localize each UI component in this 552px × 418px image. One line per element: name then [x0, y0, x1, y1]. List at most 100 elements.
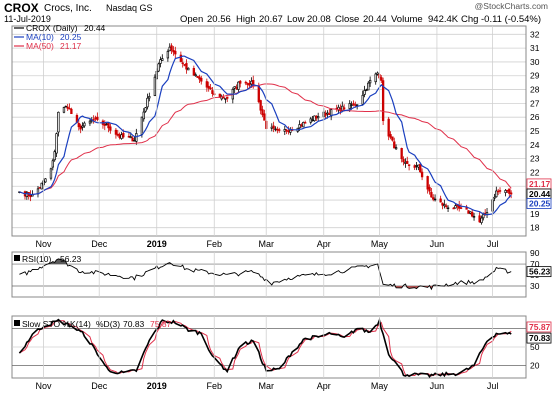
candle-body: [51, 160, 54, 168]
candle-body: [198, 76, 201, 80]
candle-body: [352, 103, 355, 105]
candle-body: [109, 126, 112, 131]
sto-legend-d-label: %D(3): [96, 319, 120, 329]
candle-body: [192, 67, 196, 76]
candle-body: [244, 81, 247, 84]
candle-body: [131, 137, 134, 142]
candle-body: [96, 116, 99, 120]
candle-body: [257, 85, 260, 103]
open-value: 20.56: [207, 14, 231, 25]
candle-body: [133, 140, 136, 142]
candle-body: [246, 83, 249, 85]
x-tick-label: Jul: [487, 381, 499, 391]
candle-body: [174, 50, 177, 55]
sto-k-line: [18, 317, 512, 379]
rsi-legend-swatch: [14, 255, 20, 261]
candle-body: [317, 116, 320, 119]
candle-body: [426, 176, 429, 190]
price-tick-label: 18: [530, 223, 540, 233]
candle-body: [381, 80, 385, 122]
x-tick-label: May: [371, 381, 389, 391]
candle-body: [81, 125, 84, 128]
candle-body: [120, 134, 123, 139]
candle-body: [263, 113, 266, 121]
rsi-line: [19, 258, 512, 291]
candle-body: [146, 97, 149, 108]
candle-body: [250, 80, 253, 85]
candle-body: [406, 161, 409, 164]
candle-body: [172, 49, 175, 53]
chg-label: Chg: [461, 14, 478, 25]
quote-date: 11-Jul-2019: [4, 14, 51, 24]
candle-body: [235, 87, 238, 89]
rsi-legend-value: 56.23: [60, 254, 82, 264]
candle-body: [64, 105, 67, 108]
candle-body: [365, 89, 368, 91]
price-panel: 18192021222324252627282930313221.1720.44…: [11, 25, 552, 237]
price-tick-label: 27: [530, 98, 540, 108]
candle-body: [393, 141, 396, 149]
candle-body: [62, 106, 66, 113]
candle-body: [374, 73, 377, 83]
candle-body: [454, 205, 457, 209]
candle-body: [233, 86, 236, 89]
high-label: High: [236, 14, 256, 25]
candle-body: [482, 214, 485, 219]
candle-body: [53, 151, 56, 161]
candle-body: [276, 128, 279, 131]
candle-body: [387, 118, 390, 137]
candle-body: [342, 107, 346, 110]
candle-body: [313, 115, 316, 122]
candle-body: [222, 96, 225, 99]
x-tick-label: Jun: [430, 381, 445, 391]
volume-value: 942.4K: [428, 14, 459, 25]
candle-body: [355, 104, 359, 106]
price-tick-label: 19: [530, 209, 540, 219]
candle-body: [478, 215, 481, 223]
sto-legend-d-value: 75.87: [150, 319, 172, 329]
candle-body: [161, 58, 164, 61]
candle-body: [114, 129, 118, 135]
candle-body: [183, 64, 186, 66]
candle-body: [187, 67, 190, 71]
x-tick-label: Jul: [487, 239, 499, 249]
candle-body: [49, 168, 53, 179]
open-label: Open: [180, 14, 203, 25]
candle-body: [400, 148, 403, 160]
candle-body: [441, 202, 444, 206]
candle-body: [38, 187, 41, 189]
x-tick-label: Feb: [207, 239, 223, 249]
exchange-name: Nasdaq GS: [106, 3, 153, 13]
candle-body: [420, 171, 424, 178]
candle-body: [417, 164, 420, 168]
candle-body: [211, 90, 214, 94]
candle-body: [452, 207, 455, 210]
candle-body: [432, 197, 435, 200]
candle-body: [394, 147, 398, 150]
candle-body: [144, 107, 147, 112]
legend-ma10-value: 20.25: [60, 32, 82, 42]
candle-body: [159, 59, 162, 64]
legend-crox-value: 20.44: [84, 23, 106, 33]
low-value: 20.08: [307, 14, 331, 25]
x-tick-label: Nov: [36, 239, 53, 249]
candle-body: [309, 118, 312, 123]
symbol-title: CROX: [4, 1, 39, 15]
candle-body: [79, 125, 82, 130]
sto-legend-k-value: 70.83: [123, 319, 145, 329]
candle-body: [140, 116, 144, 135]
candle-body: [315, 115, 318, 119]
legend-ma10-label: MA(10): [26, 32, 54, 42]
candle-body: [179, 54, 183, 62]
sto-tick-label: 50: [530, 342, 540, 352]
candle-body: [326, 112, 329, 115]
price-tick-label: 25: [530, 126, 540, 136]
candle-body: [66, 106, 69, 109]
candle-body: [181, 62, 184, 64]
x-tick-label: 2019: [147, 381, 167, 391]
price-frame: [11, 25, 527, 237]
price-tick-label: 23: [530, 154, 540, 164]
x-tick-label: Dec: [91, 239, 108, 249]
